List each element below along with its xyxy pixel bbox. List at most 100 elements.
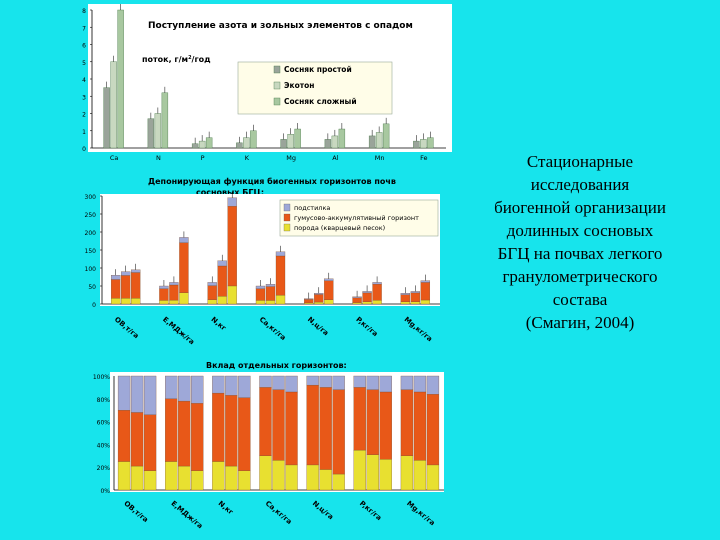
chart2-legend: [279, 199, 439, 237]
caption-line: долинных сосновых: [506, 221, 654, 240]
slide-caption: Стационарные исследования биогенной орга…: [470, 150, 690, 334]
chart3-bar-segment: [212, 392, 225, 462]
chart2-ytick-label: 50: [88, 284, 96, 291]
caption-line: БГЦ на почвах легкого: [497, 244, 663, 263]
caption-line: состава: [552, 290, 608, 309]
chart3-bar-segment: [178, 375, 191, 402]
caption-line: гранулометрического: [502, 267, 658, 286]
chart1-legend-swatch: [273, 65, 281, 74]
chart3-bar-segment: [238, 397, 251, 471]
chart3-bar-segment: [225, 375, 238, 396]
chart1-ytick-label: 0: [82, 146, 86, 153]
chart3-bar-segment: [212, 375, 225, 394]
chart3-bar-segment: [319, 469, 332, 491]
chart3-bar-segment: [400, 389, 414, 456]
chart1-ylabel: поток, г/м2/год: [142, 55, 211, 64]
chart3-bar-segment: [400, 375, 414, 390]
chart3-bar-segment: [238, 375, 251, 398]
chart3-bar-segment: [272, 375, 285, 390]
chart3-bar-segment: [225, 395, 238, 467]
chart1-ytick-label: 1: [82, 129, 86, 136]
chart3-bar-segment: [130, 465, 144, 491]
chart3-bar-segment: [225, 465, 238, 491]
chart2-legend-label: гумусово-аккумулятивный горизонт: [294, 214, 419, 222]
chart3-bar-segment: [413, 460, 427, 491]
chart2-ytick-label: 250: [85, 212, 97, 219]
chart3-ytick-label: 60%: [97, 420, 111, 427]
caption-line: исследования: [530, 175, 630, 194]
chart3-bar-segment: [379, 391, 392, 460]
chart3-bar-segment: [413, 391, 427, 461]
chart1-ytick-label: 3: [82, 94, 86, 101]
chart3-bar-segment: [117, 461, 131, 491]
chart3-bar-segment: [165, 375, 178, 399]
chart3-bar-segment: [191, 470, 204, 491]
chart3-bar-segment: [379, 459, 392, 491]
chart3-bar-segment: [272, 389, 285, 461]
chart3-bar-segment: [130, 375, 144, 413]
chart3-category-label: Mg,кг/га: [405, 499, 436, 527]
chart3-category-label: OB,т/га: [122, 499, 150, 524]
chart2-legend-swatch: [283, 213, 291, 222]
chart3-bar-segment: [117, 410, 131, 462]
chart3-category-label: E,МДж/га: [169, 499, 204, 530]
chart3-title: Вклад отдельных горизонтов:: [206, 361, 347, 370]
chart3-bar-segment: [306, 375, 319, 386]
chart3-bar-segment: [143, 470, 157, 491]
chart3-bar-segment: [191, 375, 204, 404]
chart3-bar-segment: [306, 464, 319, 491]
chart3-bar-segment: [366, 454, 379, 491]
chart1-category-label: Ca: [110, 154, 119, 162]
chart3-bar-segment: [117, 375, 131, 411]
chart3-bar-segment: [259, 375, 272, 388]
chart3-bar-segment: [191, 403, 204, 471]
chart1-legend-label: Экотон: [284, 81, 314, 90]
chart3-bar-segment: [259, 455, 272, 491]
chart1-legend-label: Сосняк простой: [284, 65, 352, 74]
chart1-category-label: Al: [332, 154, 338, 162]
chart3-bar-segment: [259, 387, 272, 456]
chart3-bar-segment: [165, 461, 178, 491]
chart3-bar-segment: [165, 398, 178, 462]
chart3-bar-segment: [319, 375, 332, 388]
chart2-legend-swatch: [283, 223, 291, 232]
chart3-ytick-label: 80%: [97, 397, 111, 404]
chart1-legend: [237, 61, 393, 115]
chart3-bar-segment: [332, 389, 345, 475]
chart3-bar-segment: [285, 464, 298, 491]
chart1-category-label: N: [156, 154, 161, 162]
chart3-bar-segment: [143, 414, 157, 471]
chart1-category-label: Mn: [375, 154, 385, 162]
chart1-title: Поступление азота и зольных элементов с …: [148, 21, 413, 31]
chart3-bar-segment: [178, 400, 191, 467]
chart3-bar-segment: [272, 460, 285, 491]
chart3-bar-segment: [285, 375, 298, 393]
chart1-category-label: P: [201, 154, 205, 162]
chart1-ytick-label: 5: [82, 60, 86, 67]
chart3-bar-segment: [212, 461, 225, 491]
chart3-bar-segment: [426, 394, 440, 466]
chart1-category-label: Mg: [286, 154, 296, 162]
chart3-bar-segment: [130, 412, 144, 467]
chart3-category-label: N,кг: [217, 499, 235, 516]
chart2-ytick-label: 300: [85, 194, 97, 201]
chart3-bar-segment: [238, 470, 251, 491]
chart3-bar-segment: [353, 449, 366, 491]
chart3-ytick-label: 100%: [93, 374, 110, 381]
chart3-category-label: Ca,кг/га: [264, 499, 294, 526]
chart1-ytick-label: 8: [82, 8, 86, 15]
chart3-ytick-label: 20%: [97, 465, 111, 472]
chart3-bar-segment: [353, 375, 366, 388]
chart3-bar-segment: [413, 375, 427, 393]
chart3-bar-segment: [379, 375, 392, 393]
chart2-legend-label: порода (кварцевый песок): [294, 224, 385, 232]
chart2-legend-swatch: [283, 203, 291, 212]
chart1-ytick-label: 4: [82, 77, 86, 84]
chart3-ytick-label: 0%: [100, 488, 110, 495]
chart1-category-label: Fe: [420, 154, 427, 162]
chart3-category-label: N,ц/га: [311, 499, 335, 521]
chart2-ytick-label: 0: [92, 302, 96, 309]
chart3-bar-segment: [319, 387, 332, 470]
chart2-ytick-label: 100: [85, 266, 97, 273]
